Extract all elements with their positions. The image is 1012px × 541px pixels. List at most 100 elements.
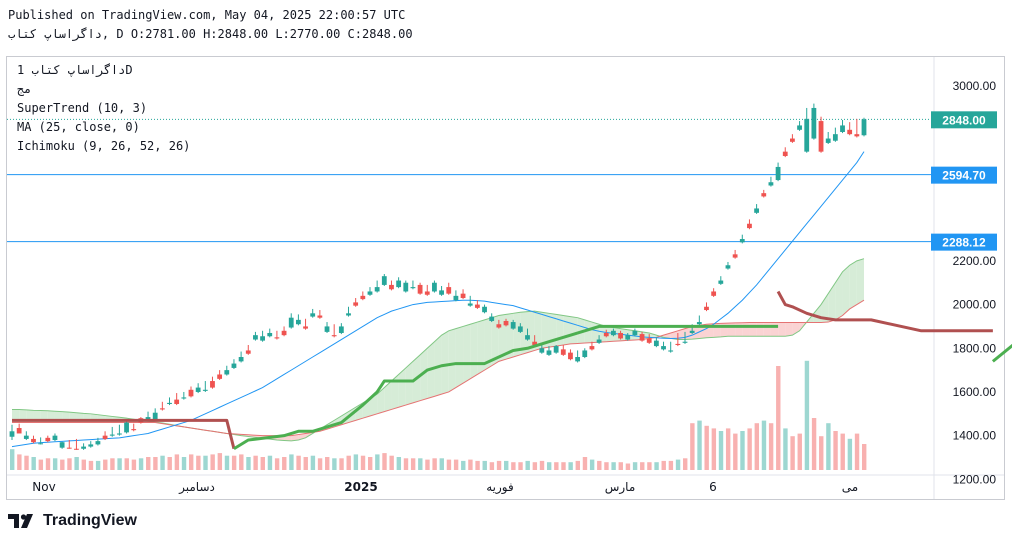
candle-body [603, 332, 609, 337]
candle-body [102, 435, 108, 439]
candle-body [81, 446, 86, 449]
volume-bar [339, 458, 344, 470]
candle-body [811, 107, 817, 139]
legend-ichimoku[interactable]: Ichimoku (9, 26, 52, 26) [17, 139, 191, 153]
volume-bar [239, 454, 244, 470]
candle-body [338, 326, 344, 333]
candle-body [317, 315, 323, 318]
volume-bar [332, 458, 337, 470]
volume-bar [489, 462, 495, 470]
volume-bar [840, 433, 845, 470]
x-tick-label: Nov [32, 480, 55, 494]
volume-bar [647, 462, 652, 470]
candle-body [116, 433, 122, 435]
ichimoku-cloud-segment [570, 316, 578, 344]
volume-bar [761, 420, 767, 470]
volume-bar [468, 459, 473, 470]
candle-body [52, 435, 58, 441]
candle-body [754, 208, 760, 213]
volume-bar [675, 459, 681, 470]
candle-body [582, 350, 588, 358]
volume-bar [718, 431, 724, 470]
candle-body [790, 138, 795, 142]
legend-ma[interactable]: MA (25, close, 0) [17, 120, 140, 134]
candle-body [288, 317, 294, 328]
volume-bar [518, 462, 523, 470]
ichimoku-cloud-segment [778, 322, 786, 337]
candle-body [668, 350, 674, 352]
volume-bar [654, 462, 659, 470]
candle-body [181, 397, 187, 399]
candle-body [281, 330, 287, 336]
volume-bar [117, 458, 122, 470]
ichimoku-cloud-segment [792, 322, 800, 336]
volume-bar [754, 423, 760, 470]
volume-bar [582, 457, 588, 470]
volume-bar [10, 449, 15, 470]
candle-body [453, 295, 459, 301]
candle-body [460, 293, 466, 299]
candle-body [539, 348, 545, 353]
candle-body [66, 447, 72, 449]
volume-bar [539, 460, 545, 470]
volume-bar [260, 457, 265, 470]
candle-body [396, 280, 402, 288]
ichimoku-cloud-segment [384, 381, 392, 412]
ichimoku-cloud-segment [756, 322, 764, 337]
volume-bar [160, 455, 165, 470]
volume-bar [124, 458, 129, 470]
ichimoku-cloud-segment [477, 319, 485, 375]
candle-body [711, 291, 717, 296]
volume-bar [224, 455, 230, 470]
candle-body [238, 357, 244, 362]
ichimoku-cloud-segment [563, 315, 571, 345]
candle-body [131, 429, 137, 431]
volume-bar [303, 457, 308, 470]
ichimoku-cloud-segment [520, 311, 528, 355]
volume-bar [733, 433, 738, 470]
volume-bar [589, 459, 595, 470]
supertrend-line-up [233, 324, 779, 451]
candle-body [245, 350, 251, 354]
volume-bar [446, 459, 452, 470]
volume-bar [790, 436, 795, 470]
ichimoku-cloud-segment [291, 434, 299, 441]
candle-body [389, 284, 394, 290]
volume-bar [797, 433, 802, 470]
volume-bar [138, 458, 144, 470]
candle-body [439, 290, 444, 295]
candle-body [274, 337, 280, 339]
tradingview-logo-icon [8, 514, 33, 528]
ichimoku-cloud-segment [677, 328, 686, 340]
candle-body [231, 363, 237, 368]
candle-body [725, 265, 731, 269]
volume-bar [317, 458, 323, 470]
candle-body [9, 431, 15, 437]
supertrend-line-down [776, 290, 993, 333]
candle-body [532, 341, 538, 345]
volume-bar [196, 455, 201, 470]
volume-bar [532, 462, 538, 470]
volume-bar [188, 454, 194, 470]
candle-body [704, 306, 709, 311]
y-tick-label: 1800.00 [953, 341, 997, 355]
chart-frame[interactable] [6, 56, 1005, 500]
ichimoku-cloud-segment [670, 330, 678, 340]
ichimoku-cloud-segment [692, 325, 700, 340]
volume-bar [804, 360, 810, 470]
volume-bar [24, 455, 29, 470]
candle-body [611, 330, 616, 336]
candle-body [310, 313, 316, 317]
ichimoku-cloud-segment [369, 394, 378, 416]
candle-body [589, 346, 595, 350]
legend-supertrend[interactable]: SuperTrend (10, 3) [17, 101, 148, 115]
candle-body [560, 349, 566, 355]
ichimoku-cloud-segment [763, 322, 771, 337]
ichimoku-cloud-segment [284, 435, 292, 441]
tradingview-brand[interactable]: TradingView [8, 512, 137, 530]
volume-bar [382, 453, 387, 470]
volume-bar [625, 463, 631, 470]
candle-body [768, 182, 774, 186]
candle-body [525, 335, 530, 340]
